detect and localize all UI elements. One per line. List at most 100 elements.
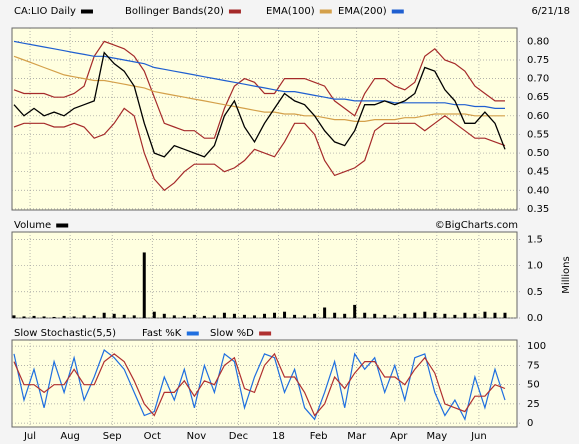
- volume-bar: [373, 313, 377, 318]
- volume-bar: [42, 316, 46, 318]
- volume-bar: [82, 315, 86, 318]
- volume-bar: [403, 313, 407, 318]
- volume-bar: [212, 315, 216, 318]
- volume-bar: [323, 307, 327, 318]
- volume-bar: [52, 316, 56, 318]
- date: 6/21/18: [531, 6, 570, 17]
- stoch-title: Slow Stochastic(5,5): [14, 328, 116, 339]
- volume-bar: [162, 313, 166, 318]
- volume-bar: [343, 313, 347, 318]
- x-tick-label: Nov: [187, 431, 207, 442]
- volume-bar: [222, 312, 226, 318]
- price-line: [13, 51, 506, 158]
- volume-bar: [273, 312, 277, 318]
- volume-bar: [453, 314, 457, 318]
- price-legend: Bollinger Bands(20): [125, 6, 224, 17]
- volume-bar: [32, 315, 36, 318]
- x-tick-label: Sep: [103, 431, 122, 442]
- y-tick-label: 0.45: [527, 167, 549, 178]
- volume-bar: [132, 315, 136, 318]
- y-tick-label: 0: [527, 418, 533, 429]
- legend-swatch: [259, 331, 272, 336]
- y-tick-label: 0.5: [527, 287, 543, 298]
- volume-bar: [122, 314, 126, 318]
- y-tick-label: 0.55: [527, 129, 549, 140]
- volume-legend: Volume: [14, 220, 51, 231]
- x-tick-label: May: [427, 431, 448, 442]
- volume-bar: [192, 314, 196, 318]
- y-tick-label: 1.0: [527, 261, 543, 272]
- volume-bar: [433, 312, 437, 318]
- volume-bar: [503, 312, 507, 318]
- stoch-legend: Slow %D: [210, 328, 254, 339]
- volume-bar: [393, 315, 397, 318]
- series-line: [13, 55, 505, 122]
- volume-bar: [463, 312, 467, 318]
- volume-bar: [303, 315, 307, 318]
- volume-bar: [72, 316, 76, 318]
- volume-bar: [353, 304, 357, 318]
- x-tick-label: 18: [272, 431, 285, 442]
- volume-bar: [252, 315, 256, 318]
- y-tick-label: 0.35: [527, 204, 549, 215]
- legend-swatch: [186, 331, 199, 336]
- price-legend: EMA(200): [338, 6, 387, 17]
- y-tick-label: 0.40: [527, 185, 549, 196]
- volume-bar: [363, 312, 367, 318]
- legend-swatch: [319, 9, 332, 14]
- y-tick-label: 0.80: [527, 36, 549, 47]
- y-tick-label: 0.65: [527, 92, 549, 103]
- legend-swatch: [228, 9, 241, 14]
- y-tick-label: 1.5: [527, 234, 543, 245]
- plot-area: [11, 27, 518, 211]
- legend-swatch: [80, 9, 93, 14]
- x-tick-label: Apr: [390, 431, 408, 442]
- volume-bar: [493, 312, 497, 318]
- volume-bar: [333, 312, 337, 318]
- volume-bar: [413, 312, 417, 318]
- volume-bar: [283, 311, 287, 318]
- price-legend: CA:LIO Daily: [14, 6, 76, 17]
- plot-area: [11, 231, 518, 319]
- x-tick-label: Mar: [347, 431, 367, 442]
- price-legend: EMA(100): [266, 6, 315, 17]
- y-tick-label: 50: [527, 380, 540, 391]
- x-tick-label: Jun: [470, 431, 487, 442]
- volume-bar: [232, 313, 236, 318]
- volume-bar: [483, 311, 487, 318]
- volume-bar: [102, 312, 106, 318]
- volume-bar: [313, 313, 317, 318]
- volume-bar: [172, 315, 176, 318]
- volume-bar: [473, 313, 477, 318]
- y-tick-label: 100: [527, 341, 546, 352]
- y-tick-label: 25: [527, 399, 540, 410]
- x-tick-label: Jul: [23, 431, 36, 442]
- y-axis-label: Millions: [561, 256, 572, 293]
- bollinger-lower: [13, 107, 506, 192]
- volume-bar: [383, 314, 387, 318]
- bollinger-upper: [13, 40, 505, 139]
- y-tick-label: 75: [527, 360, 540, 371]
- y-tick-label: 0.60: [527, 111, 549, 122]
- x-tick-label: Oct: [144, 431, 161, 442]
- source: ©BigCharts.com: [435, 220, 518, 231]
- volume-bar: [443, 313, 447, 318]
- series-line: [13, 352, 506, 417]
- volume-bar: [92, 315, 96, 318]
- y-tick-label: 0.75: [527, 55, 549, 66]
- x-tick-label: Feb: [310, 431, 328, 442]
- volume-bar: [263, 313, 266, 318]
- y-tick-label: 0.0: [527, 313, 543, 324]
- series-line: [13, 40, 505, 109]
- volume-bar: [242, 314, 246, 318]
- stoch-legend: Fast %K: [142, 328, 182, 339]
- series-line: [13, 349, 506, 422]
- legend-swatch: [56, 223, 69, 228]
- volume-bar: [293, 314, 297, 318]
- volume-bar: [423, 311, 427, 318]
- volume-bar: [182, 315, 186, 318]
- volume-bar: [112, 313, 116, 318]
- y-tick-label: 0.50: [527, 148, 549, 159]
- volume-bar: [22, 316, 26, 318]
